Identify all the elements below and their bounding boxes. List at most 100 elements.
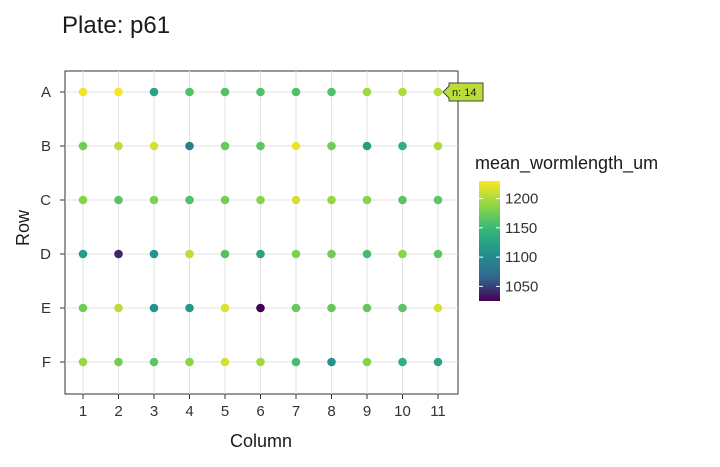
data-point-D6[interactable] xyxy=(256,249,265,259)
data-point-C3[interactable] xyxy=(149,195,159,205)
data-point-E1[interactable] xyxy=(78,303,88,313)
data-point-E7[interactable] xyxy=(291,303,301,313)
data-point-C1[interactable] xyxy=(78,195,88,205)
x-tick-label: 4 xyxy=(185,403,193,420)
data-point-E10[interactable] xyxy=(398,303,407,313)
data-point-F3[interactable] xyxy=(149,357,159,367)
data-point-D4[interactable] xyxy=(185,249,194,259)
tooltip-text: n: 14 xyxy=(452,87,476,99)
data-point-A11[interactable] xyxy=(433,87,443,97)
x-axis-label: Column xyxy=(230,431,292,451)
data-point-E5[interactable] xyxy=(220,303,230,313)
data-point-B5[interactable] xyxy=(220,141,230,151)
data-point-A1[interactable] xyxy=(78,87,88,97)
y-tick-label: D xyxy=(40,246,51,263)
x-tick-label: 6 xyxy=(256,403,264,420)
data-point-B4[interactable] xyxy=(185,141,194,151)
data-point-C9[interactable] xyxy=(362,195,372,205)
colorbar-tick-label: 1050 xyxy=(505,278,538,295)
data-point-C11[interactable] xyxy=(433,195,443,205)
data-point-D9[interactable] xyxy=(362,249,372,259)
data-point-F6[interactable] xyxy=(256,357,265,367)
data-point-A4[interactable] xyxy=(185,87,194,97)
data-points xyxy=(78,87,443,367)
data-point-E4[interactable] xyxy=(185,303,194,313)
data-point-D8[interactable] xyxy=(327,249,336,259)
data-point-F7[interactable] xyxy=(291,357,301,367)
x-tick-label: 5 xyxy=(221,403,229,420)
data-point-B2[interactable] xyxy=(114,141,123,151)
data-point-D7[interactable] xyxy=(291,249,301,259)
x-tick-label: 3 xyxy=(150,403,158,420)
data-point-C2[interactable] xyxy=(114,195,123,205)
x-tick-label: 2 xyxy=(114,403,122,420)
data-point-F8[interactable] xyxy=(327,357,336,367)
colorbar-ticks: 1050 1100 1150 1200 xyxy=(479,191,538,295)
y-axis-label: Row xyxy=(13,209,33,246)
data-point-F5[interactable] xyxy=(220,357,230,367)
data-point-F2[interactable] xyxy=(114,357,123,367)
data-point-D5[interactable] xyxy=(220,249,230,259)
y-tick-label: F xyxy=(42,354,51,371)
data-point-A5[interactable] xyxy=(220,87,230,97)
data-point-B11[interactable] xyxy=(433,141,443,151)
data-point-B3[interactable] xyxy=(149,141,159,151)
y-tick-label: E xyxy=(41,300,51,317)
x-axis-ticks: 1 2 3 4 5 6 7 8 9 10 11 xyxy=(79,394,446,420)
data-point-D11[interactable] xyxy=(433,249,443,259)
colorbar-title: mean_wormlength_um xyxy=(475,153,658,174)
x-tick-label: 7 xyxy=(292,403,300,420)
x-tick-label: 10 xyxy=(394,403,411,420)
data-point-E6[interactable] xyxy=(256,303,265,313)
data-point-C7[interactable] xyxy=(291,195,301,205)
data-point-E8[interactable] xyxy=(327,303,336,313)
data-point-A3[interactable] xyxy=(149,87,159,97)
data-point-B8[interactable] xyxy=(327,141,336,151)
y-tick-label: B xyxy=(41,138,51,155)
plot-panel xyxy=(64,70,459,395)
data-point-D10[interactable] xyxy=(398,249,407,259)
data-point-B1[interactable] xyxy=(78,141,88,151)
data-point-A9[interactable] xyxy=(362,87,372,97)
data-point-D2[interactable] xyxy=(114,249,123,259)
data-point-B6[interactable] xyxy=(256,141,265,151)
x-tick-label: 11 xyxy=(430,403,446,420)
data-point-E2[interactable] xyxy=(114,303,123,313)
data-point-C10[interactable] xyxy=(398,195,407,205)
tooltip-box xyxy=(442,82,484,102)
data-point-F10[interactable] xyxy=(398,357,407,367)
data-point-F1[interactable] xyxy=(78,357,88,367)
data-point-A7[interactable] xyxy=(291,87,301,97)
data-point-F9[interactable] xyxy=(362,357,372,367)
data-point-C6[interactable] xyxy=(256,195,265,205)
data-point-B9[interactable] xyxy=(362,141,372,151)
data-point-E11[interactable] xyxy=(433,303,443,313)
data-point-D3[interactable] xyxy=(149,249,159,259)
data-point-B10[interactable] xyxy=(398,141,407,151)
y-tick-label: C xyxy=(40,192,51,209)
y-axis-ticks: A B C D E F xyxy=(40,84,65,371)
data-point-A8[interactable] xyxy=(327,87,336,97)
data-point-A10[interactable] xyxy=(398,87,407,97)
data-point-C8[interactable] xyxy=(327,195,336,205)
x-tick-label: 9 xyxy=(363,403,371,420)
data-point-D1[interactable] xyxy=(78,249,88,259)
data-point-C4[interactable] xyxy=(185,195,194,205)
colorbar-tick-label: 1150 xyxy=(505,220,537,237)
data-point-E3[interactable] xyxy=(149,303,159,313)
data-point-F11[interactable] xyxy=(433,357,443,367)
data-point-A2[interactable] xyxy=(114,87,123,97)
colorbar-tick-label: 1100 xyxy=(505,249,537,266)
x-tick-label: 1 xyxy=(79,403,87,420)
data-point-F4[interactable] xyxy=(185,357,194,367)
y-tick-label: A xyxy=(41,84,51,101)
chart-title: Plate: p61 xyxy=(62,12,170,39)
data-point-C5[interactable] xyxy=(220,195,230,205)
data-point-E9[interactable] xyxy=(362,303,372,313)
data-point-A6[interactable] xyxy=(256,87,265,97)
data-point-B7[interactable] xyxy=(291,141,301,151)
colorbar xyxy=(479,181,500,301)
hover-tooltip: n: 14 xyxy=(442,82,484,102)
